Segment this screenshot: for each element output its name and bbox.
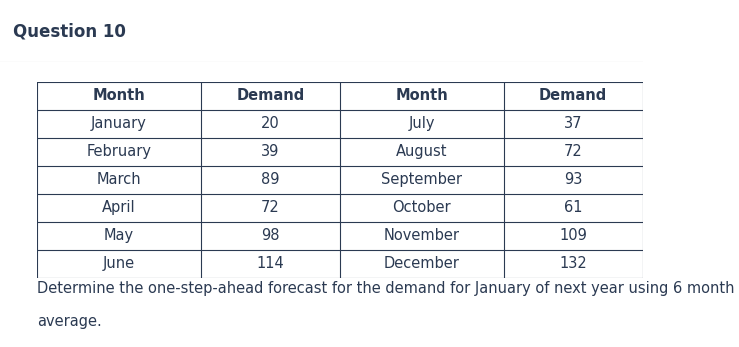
- Text: 72: 72: [261, 200, 279, 215]
- Text: May: May: [103, 228, 134, 243]
- Text: 20: 20: [261, 116, 279, 131]
- Text: June: June: [103, 256, 134, 271]
- Text: 109: 109: [559, 228, 588, 243]
- Text: 61: 61: [564, 200, 582, 215]
- Text: Month: Month: [92, 88, 145, 103]
- Text: April: April: [102, 200, 135, 215]
- Text: 89: 89: [261, 172, 279, 187]
- Text: September: September: [381, 172, 463, 187]
- Text: 132: 132: [559, 256, 587, 271]
- Text: 93: 93: [564, 172, 582, 187]
- Text: Demand: Demand: [236, 88, 304, 103]
- Text: January: January: [91, 116, 147, 131]
- Text: 37: 37: [564, 116, 582, 131]
- Text: Month: Month: [395, 88, 448, 103]
- Text: Determine the one-step-ahead forecast for the demand for January of next year us: Determine the one-step-ahead forecast fo…: [37, 281, 739, 296]
- Text: July: July: [409, 116, 435, 131]
- Text: March: March: [97, 172, 141, 187]
- Text: 98: 98: [261, 228, 279, 243]
- Text: Demand: Demand: [539, 88, 607, 103]
- Text: November: November: [384, 228, 460, 243]
- Text: 114: 114: [256, 256, 284, 271]
- Text: December: December: [384, 256, 460, 271]
- Text: Question 10: Question 10: [13, 23, 126, 41]
- Text: August: August: [396, 144, 448, 159]
- Text: 72: 72: [564, 144, 582, 159]
- Text: October: October: [392, 200, 451, 215]
- Text: average.: average.: [37, 314, 102, 329]
- Text: February: February: [86, 144, 151, 159]
- Text: 39: 39: [261, 144, 279, 159]
